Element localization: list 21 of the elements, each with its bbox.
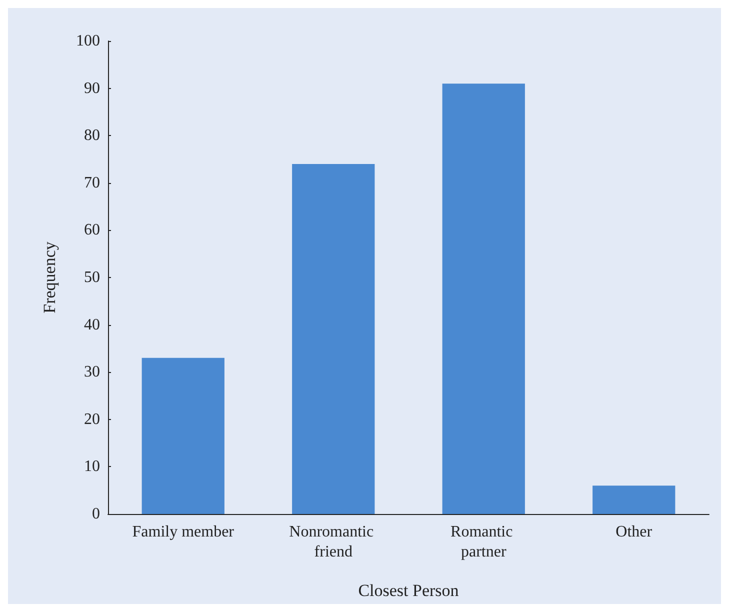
y-tick-label: 100 xyxy=(76,32,100,50)
y-tick-label: 10 xyxy=(84,458,100,476)
x-tick-label: Other xyxy=(616,524,653,540)
y-tick-label: 30 xyxy=(84,364,100,381)
y-tick-label: 70 xyxy=(84,174,100,192)
x-tick-label: Family member xyxy=(132,524,235,540)
y-tick-label: 20 xyxy=(84,410,100,428)
bar xyxy=(142,358,224,514)
bar xyxy=(292,164,375,514)
y-tick-label: 80 xyxy=(84,127,100,144)
bar xyxy=(592,486,676,514)
y-axis-title: Frequency xyxy=(40,241,59,314)
x-tick-label: Romantic partner xyxy=(450,524,517,560)
y-tick-label: 50 xyxy=(84,269,100,286)
x-axis-title: Closest Person xyxy=(358,581,460,600)
y-tick-label: 0 xyxy=(92,506,100,522)
y-tick-label: 40 xyxy=(84,316,100,334)
bar xyxy=(442,84,525,514)
x-tick-label: Nonromantic friend xyxy=(289,524,378,560)
y-tick-label: 60 xyxy=(84,222,100,239)
y-tick-label: 90 xyxy=(84,80,100,97)
